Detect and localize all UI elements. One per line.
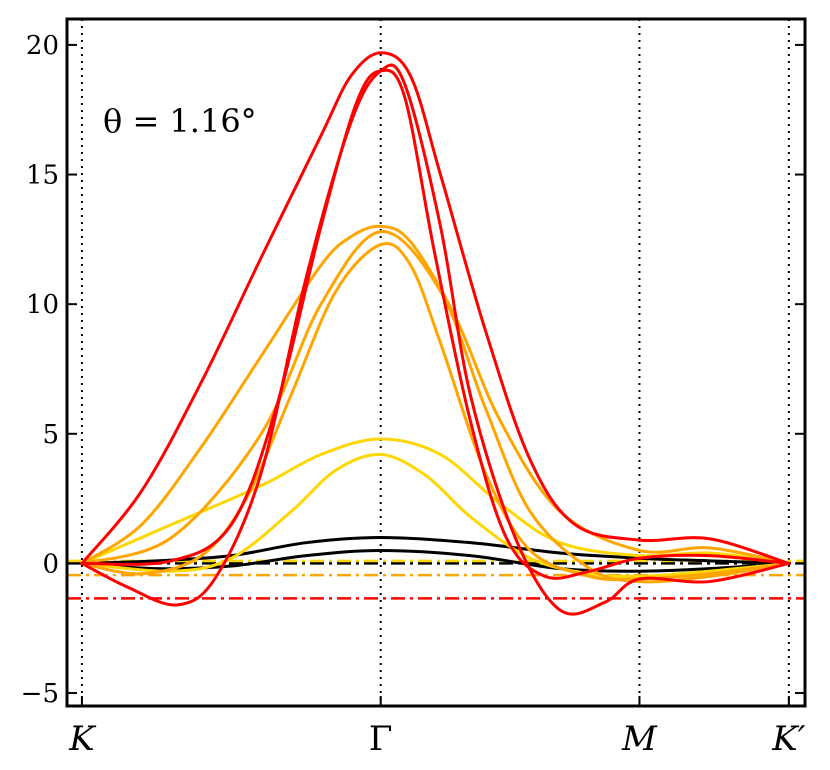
x-tick-label: M <box>621 719 658 759</box>
y-tick-label: −5 <box>21 679 59 709</box>
x-tick-label: K <box>68 719 97 759</box>
y-axis: −5 0 5 10 15 20 <box>21 31 805 709</box>
series-gold-band-2 <box>80 453 791 579</box>
series-red-band-2 <box>80 63 791 616</box>
y-tick-label: 5 <box>42 420 59 450</box>
series-red-band-3 <box>80 68 791 580</box>
x-tick-label: K′ <box>771 719 805 759</box>
series-orange-band-3 <box>80 230 791 584</box>
theta-annotation: θ = 1.16° <box>103 102 257 140</box>
x-tick-label: Γ <box>369 719 393 759</box>
y-tick-label: 0 <box>42 549 59 579</box>
series-red-band-1 <box>80 51 791 565</box>
series-orange-band-1 <box>80 224 791 565</box>
x-axis: K Γ M K′ <box>68 696 806 759</box>
y-tick-label: 10 <box>26 290 59 320</box>
plot-background <box>67 19 805 706</box>
y-tick-label: 15 <box>26 161 59 191</box>
vertical-guides <box>80 19 790 706</box>
series-group <box>80 51 791 616</box>
plot-frame <box>65 17 807 708</box>
y-tick-label: 20 <box>26 31 59 61</box>
